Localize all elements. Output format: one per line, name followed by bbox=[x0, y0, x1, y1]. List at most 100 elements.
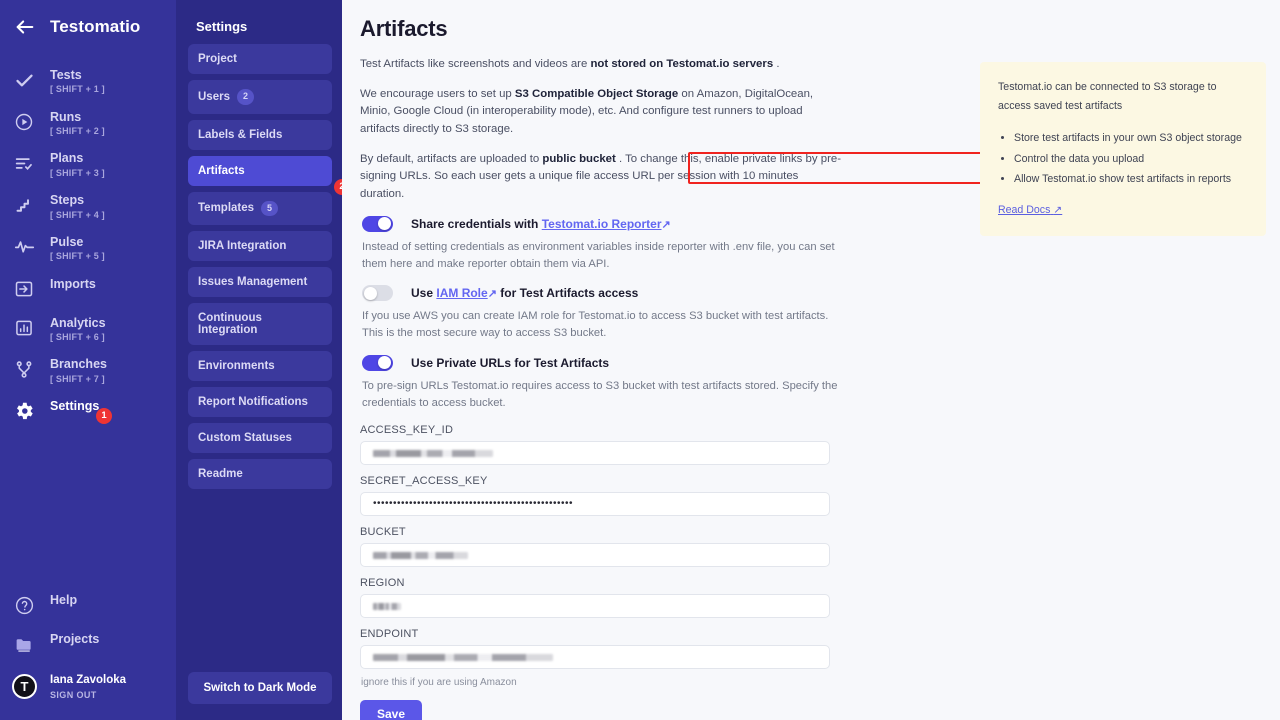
main-content: Artifacts Test Artifacts like screenshot… bbox=[342, 0, 1280, 720]
sidebar-item-help[interactable]: Help bbox=[0, 585, 176, 624]
secret-access-key-input[interactable]: ••••••••••••••••••••••••••••••••••••••••… bbox=[360, 492, 830, 517]
private-urls-label: Use Private URLs for Test Artifacts bbox=[411, 355, 610, 370]
stairs-icon bbox=[12, 193, 36, 217]
region-input[interactable] bbox=[360, 594, 830, 619]
pulse-icon bbox=[12, 235, 36, 259]
para1-part-c: . bbox=[773, 58, 780, 70]
sidebar-item-tests[interactable]: Tests [ SHIFT + 1 ] bbox=[0, 60, 176, 102]
submenu-item-artifacts[interactable]: Artifacts 2 bbox=[188, 155, 350, 195]
gear-icon bbox=[12, 399, 36, 423]
private-urls-row: Use Private URLs for Test Artifacts bbox=[362, 354, 842, 371]
para2-part-a: We encourage users to set up bbox=[360, 87, 515, 100]
para2-strong: S3 Compatible Object Storage bbox=[514, 87, 679, 100]
submenu-item-users[interactable]: Users 2 bbox=[188, 80, 332, 114]
para1-part-a: Test Artifacts like screenshots and vide… bbox=[360, 58, 591, 70]
sidebar-item-steps[interactable]: Steps [ SHIFT + 4 ] bbox=[0, 185, 176, 227]
sidebar-item-runs[interactable]: Runs [ SHIFT + 2 ] bbox=[0, 102, 176, 144]
check-icon bbox=[12, 68, 36, 92]
sidebar-item-projects[interactable]: Projects bbox=[0, 624, 176, 663]
redacted-value bbox=[373, 449, 493, 457]
submenu-item-issues-management[interactable]: Issues Management bbox=[188, 267, 332, 297]
sidebar-item-shortcut: [ SHIFT + 6 ] bbox=[50, 331, 105, 342]
para2-part-c: on Amazon, DigitalOcean, Minio, Google C… bbox=[360, 87, 814, 136]
field-region: REGION bbox=[360, 577, 842, 619]
iam-role-toggle[interactable] bbox=[362, 285, 393, 302]
user-name: Iana Zavoloka bbox=[50, 674, 127, 687]
templates-count-badge: 5 bbox=[261, 200, 279, 216]
para3-part-a: By default, artifacts are uploaded to bbox=[360, 152, 543, 165]
save-button[interactable]: Save bbox=[360, 700, 423, 720]
sidebar-item-shortcut: [ SHIFT + 2 ] bbox=[50, 126, 105, 137]
intro-paragraph-2: We encourage users to set up S3 Compatib… bbox=[360, 86, 842, 139]
submenu-item-custom-statuses[interactable]: Custom Statuses bbox=[188, 423, 332, 453]
sidebar-bottom-section: Help Projects T Iana Zavoloka SIGN OUT bbox=[0, 585, 176, 720]
user-account-block[interactable]: T Iana Zavoloka SIGN OUT bbox=[0, 663, 176, 710]
submenu-item-label: Continuous Integration bbox=[198, 312, 262, 336]
sidebar-item-shortcut: [ SHIFT + 1 ] bbox=[50, 84, 105, 95]
sidebar-item-label: Tests bbox=[50, 68, 82, 82]
iam-role-text-a: Use bbox=[411, 286, 437, 301]
sidebar-item-analytics[interactable]: Analytics [ SHIFT + 6 ] bbox=[0, 308, 176, 350]
field-label: SECRET_ACCESS_KEY bbox=[360, 475, 488, 488]
field-label: REGION bbox=[360, 577, 405, 590]
question-circle-icon bbox=[12, 593, 36, 617]
sign-out-link[interactable]: SIGN OUT bbox=[50, 689, 97, 700]
sidebar-item-settings[interactable]: Settings 1 bbox=[0, 391, 176, 430]
info-card-bullets: Store test artifacts in your own S3 obje… bbox=[1014, 128, 1250, 190]
redacted-value bbox=[373, 653, 553, 661]
external-link-icon: ↗ bbox=[487, 288, 497, 301]
endpoint-input[interactable] bbox=[360, 645, 830, 670]
sidebar-item-label: Branches bbox=[50, 357, 107, 372]
sidebar-item-label: Runs bbox=[50, 109, 82, 124]
users-count-badge: 2 bbox=[236, 89, 254, 105]
sidebar-item-plans[interactable]: Plans [ SHIFT + 3 ] bbox=[0, 143, 176, 185]
field-endpoint: ENDPOINT bbox=[360, 628, 842, 670]
submenu-item-readme[interactable]: Readme bbox=[188, 459, 332, 489]
settings-submenu: Settings Project Users 2 Labels & Fields… bbox=[176, 0, 350, 720]
sidebar-item-label: Analytics bbox=[50, 315, 106, 330]
submenu-item-templates[interactable]: Templates 5 bbox=[188, 191, 332, 225]
submenu-item-label: Readme bbox=[198, 468, 243, 480]
sidebar-item-shortcut: [ SHIFT + 5 ] bbox=[50, 251, 105, 262]
iam-role-text-b: for Test Artifacts access bbox=[496, 286, 639, 301]
para1-strong: not stored on Testomat.io servers bbox=[590, 58, 774, 70]
switch-dark-mode-button[interactable]: Switch to Dark Mode bbox=[188, 672, 332, 704]
access-key-id-input[interactable] bbox=[360, 441, 830, 466]
share-credentials-row: Share credentials with Testomat.io Repor… bbox=[362, 215, 842, 232]
sidebar-item-label: Steps bbox=[50, 193, 85, 208]
brand-title: Testomatio bbox=[50, 17, 141, 36]
submenu-item-continuous-integration[interactable]: Continuous Integration bbox=[188, 303, 332, 345]
field-bucket: BUCKET bbox=[360, 526, 842, 568]
redacted-value bbox=[373, 551, 468, 559]
iam-role-helper: If you use AWS you can create IAM role f… bbox=[362, 310, 829, 340]
submenu-item-labels-fields[interactable]: Labels & Fields bbox=[188, 119, 332, 150]
bucket-input[interactable] bbox=[360, 543, 830, 568]
back-arrow-icon[interactable] bbox=[14, 16, 36, 38]
submenu-item-label: Report Notifications bbox=[198, 396, 308, 408]
iam-role-row: Use IAM Role↗ for Test Artifacts access bbox=[362, 285, 842, 302]
testomat-reporter-link[interactable]: Testomat.io Reporter bbox=[541, 216, 662, 231]
read-docs-link[interactable]: Read Docs ↗ bbox=[998, 204, 1062, 216]
sidebar-item-branches[interactable]: Branches [ SHIFT + 7 ] bbox=[0, 349, 176, 391]
submenu-item-environments[interactable]: Environments bbox=[188, 351, 332, 381]
iam-role-label: Use IAM Role↗ for Test Artifacts access bbox=[411, 286, 638, 300]
sidebar-header: Testomatio bbox=[0, 0, 176, 54]
iam-role-link[interactable]: IAM Role bbox=[436, 286, 488, 301]
field-access-key-id: ACCESS_KEY_ID bbox=[360, 424, 842, 466]
settings-notification-badge: 1 bbox=[96, 408, 112, 425]
import-icon bbox=[12, 277, 36, 301]
page-title: Artifacts bbox=[360, 16, 448, 41]
info-card: Testomat.io can be connected to S3 stora… bbox=[980, 62, 1266, 237]
submenu-item-project[interactable]: Project bbox=[188, 44, 332, 74]
sidebar-item-pulse[interactable]: Pulse [ SHIFT + 5 ] bbox=[0, 227, 176, 269]
private-urls-toggle[interactable] bbox=[362, 354, 393, 371]
field-label: ACCESS_KEY_ID bbox=[360, 424, 454, 437]
sidebar-item-label: Plans bbox=[50, 151, 84, 166]
submenu-item-report-notifications[interactable]: Report Notifications bbox=[188, 387, 332, 417]
toggle-knob bbox=[364, 286, 377, 300]
share-credentials-toggle[interactable] bbox=[362, 215, 393, 232]
sidebar-item-label: Projects bbox=[50, 632, 100, 647]
submenu-item-jira-integration[interactable]: JIRA Integration bbox=[188, 231, 332, 261]
sidebar-item-imports[interactable]: Imports bbox=[0, 269, 176, 308]
list-check-icon bbox=[12, 151, 36, 175]
